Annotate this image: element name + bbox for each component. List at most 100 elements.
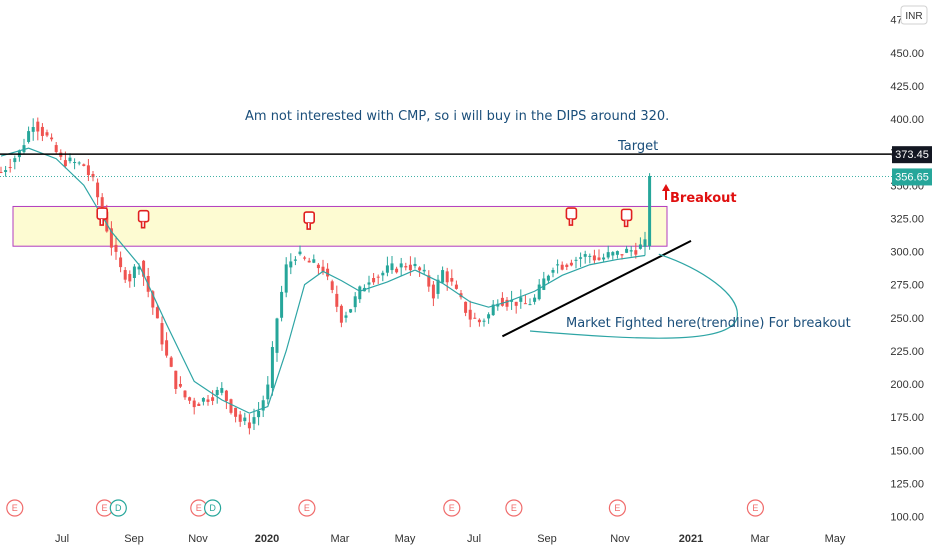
earnings-event-marker: E xyxy=(6,499,24,517)
target-price-tag: 373.45 xyxy=(892,146,932,164)
candle-body xyxy=(4,170,8,172)
candle-body xyxy=(31,127,35,132)
x-tick-label: Mar xyxy=(331,533,350,545)
chart-drawings xyxy=(96,184,738,339)
svg-text:E: E xyxy=(196,503,202,513)
y-tick-label: 100.00 xyxy=(890,512,924,524)
candle-body xyxy=(211,397,215,401)
earnings-event-marker: E xyxy=(608,499,627,517)
pointing-hand-icon xyxy=(620,208,633,228)
y-tick-label: 225.00 xyxy=(890,346,924,358)
candle-body xyxy=(404,266,408,268)
candle-body xyxy=(86,165,90,176)
candle-body xyxy=(560,264,564,270)
candle-body xyxy=(413,263,417,267)
svg-text:E: E xyxy=(101,503,107,513)
y-tick-label: 125.00 xyxy=(890,478,924,490)
earnings-event-marker: E xyxy=(746,499,765,517)
candle-body xyxy=(142,260,146,277)
candle-body xyxy=(533,297,537,302)
candle-body xyxy=(215,389,219,396)
candle-body xyxy=(546,275,550,281)
earnings-event-marker: E xyxy=(505,499,523,517)
candle-body xyxy=(8,167,12,169)
candle-body xyxy=(40,126,44,136)
breakout-arrow-head xyxy=(662,184,670,191)
candle-body xyxy=(109,228,113,248)
x-tick-label: Nov xyxy=(610,533,630,545)
candle-body xyxy=(50,137,54,140)
candle-body xyxy=(473,317,477,319)
y-tick-label: 450.00 xyxy=(890,48,924,60)
currency-badge[interactable]: INR xyxy=(900,5,928,25)
candle-body xyxy=(160,323,164,345)
y-tick-label: 200.00 xyxy=(890,379,924,391)
x-tick-label: Jul xyxy=(467,533,481,545)
candle-body xyxy=(500,297,504,306)
candle-body xyxy=(45,132,49,136)
candle-body xyxy=(353,296,357,308)
x-tick-label: 2020 xyxy=(255,533,279,545)
candle-body xyxy=(238,414,242,422)
price-axis[interactable]: 100.00 125.00 150.00 175.00 200.00 225.00 250.… xyxy=(890,15,924,524)
svg-text:D: D xyxy=(209,503,216,513)
breakout-annotation: Breakout xyxy=(670,191,737,206)
dividend-event-marker: D xyxy=(109,499,127,517)
time-axis[interactable]: Jul Sep Nov 2020 Mar May Jul Sep Nov 2021 Mar May xyxy=(55,533,846,545)
svg-text:E: E xyxy=(511,503,517,513)
candle-body xyxy=(505,299,509,307)
candle-body xyxy=(574,259,578,261)
candle-body xyxy=(615,251,619,255)
candle-body xyxy=(22,145,26,153)
y-tick-label: 425.00 xyxy=(890,81,924,93)
candle-body xyxy=(293,259,297,261)
candle-body xyxy=(321,266,325,272)
candle-body xyxy=(441,270,445,283)
pointing-hand-icon xyxy=(137,209,150,229)
candle-body xyxy=(312,259,316,263)
candle-body xyxy=(510,299,514,302)
candle-body xyxy=(289,261,293,268)
candle-body xyxy=(519,297,523,302)
x-tick-label: Mar xyxy=(751,533,770,545)
candle-body xyxy=(468,309,472,320)
candle-body xyxy=(206,399,210,402)
svg-text:E: E xyxy=(614,503,620,513)
current-price-label: 356.65 xyxy=(895,171,929,183)
candle-body xyxy=(629,250,633,252)
candle-body xyxy=(335,293,339,307)
dividend-event-marker: D xyxy=(204,499,222,517)
candle-body xyxy=(13,158,17,163)
candle-body xyxy=(82,164,86,166)
svg-text:E: E xyxy=(304,503,310,513)
candle-body xyxy=(625,248,629,253)
candle-body xyxy=(408,264,412,271)
candle-body xyxy=(36,121,40,132)
candle-body xyxy=(638,244,642,249)
y-tick-label: 300.00 xyxy=(890,247,924,259)
candle-body xyxy=(349,309,353,313)
candle-body xyxy=(588,255,592,257)
candle-body xyxy=(307,260,311,263)
pointing-hand-icon xyxy=(96,207,108,226)
earnings-event-marker: E xyxy=(443,499,461,517)
candle-body xyxy=(390,263,394,271)
candle-body xyxy=(477,319,481,323)
candle-body xyxy=(266,384,270,400)
candle-body xyxy=(197,403,201,406)
candle-body xyxy=(303,257,307,259)
candle-body xyxy=(648,175,652,247)
candle-body xyxy=(464,301,468,313)
candle-body xyxy=(73,162,77,164)
trendline xyxy=(501,240,692,338)
candle-body xyxy=(63,160,67,167)
candle-body xyxy=(280,291,284,318)
candle-body xyxy=(229,399,233,413)
target-annotation: Target xyxy=(617,139,658,154)
candle-body xyxy=(422,269,426,272)
candle-body xyxy=(298,251,302,255)
candle-body xyxy=(247,422,251,429)
candle-body xyxy=(27,131,31,142)
